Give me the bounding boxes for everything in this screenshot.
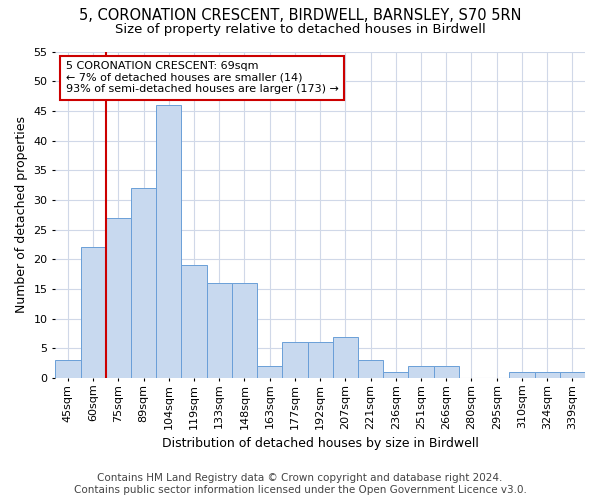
- Bar: [232, 283, 257, 378]
- Bar: [358, 360, 383, 378]
- Bar: [206, 283, 232, 378]
- Bar: [535, 372, 560, 378]
- Bar: [383, 372, 409, 378]
- Bar: [181, 266, 206, 378]
- Bar: [257, 366, 283, 378]
- Text: Contains HM Land Registry data © Crown copyright and database right 2024.
Contai: Contains HM Land Registry data © Crown c…: [74, 474, 526, 495]
- Bar: [106, 218, 131, 378]
- Bar: [131, 188, 156, 378]
- X-axis label: Distribution of detached houses by size in Birdwell: Distribution of detached houses by size …: [162, 437, 479, 450]
- Bar: [333, 336, 358, 378]
- Bar: [80, 248, 106, 378]
- Text: 5 CORONATION CRESCENT: 69sqm
← 7% of detached houses are smaller (14)
93% of sem: 5 CORONATION CRESCENT: 69sqm ← 7% of det…: [66, 62, 339, 94]
- Text: 5, CORONATION CRESCENT, BIRDWELL, BARNSLEY, S70 5RN: 5, CORONATION CRESCENT, BIRDWELL, BARNSL…: [79, 8, 521, 22]
- Bar: [560, 372, 585, 378]
- Bar: [409, 366, 434, 378]
- Bar: [55, 360, 80, 378]
- Bar: [509, 372, 535, 378]
- Bar: [308, 342, 333, 378]
- Bar: [156, 105, 181, 378]
- Bar: [283, 342, 308, 378]
- Text: Size of property relative to detached houses in Birdwell: Size of property relative to detached ho…: [115, 22, 485, 36]
- Y-axis label: Number of detached properties: Number of detached properties: [15, 116, 28, 314]
- Bar: [434, 366, 459, 378]
